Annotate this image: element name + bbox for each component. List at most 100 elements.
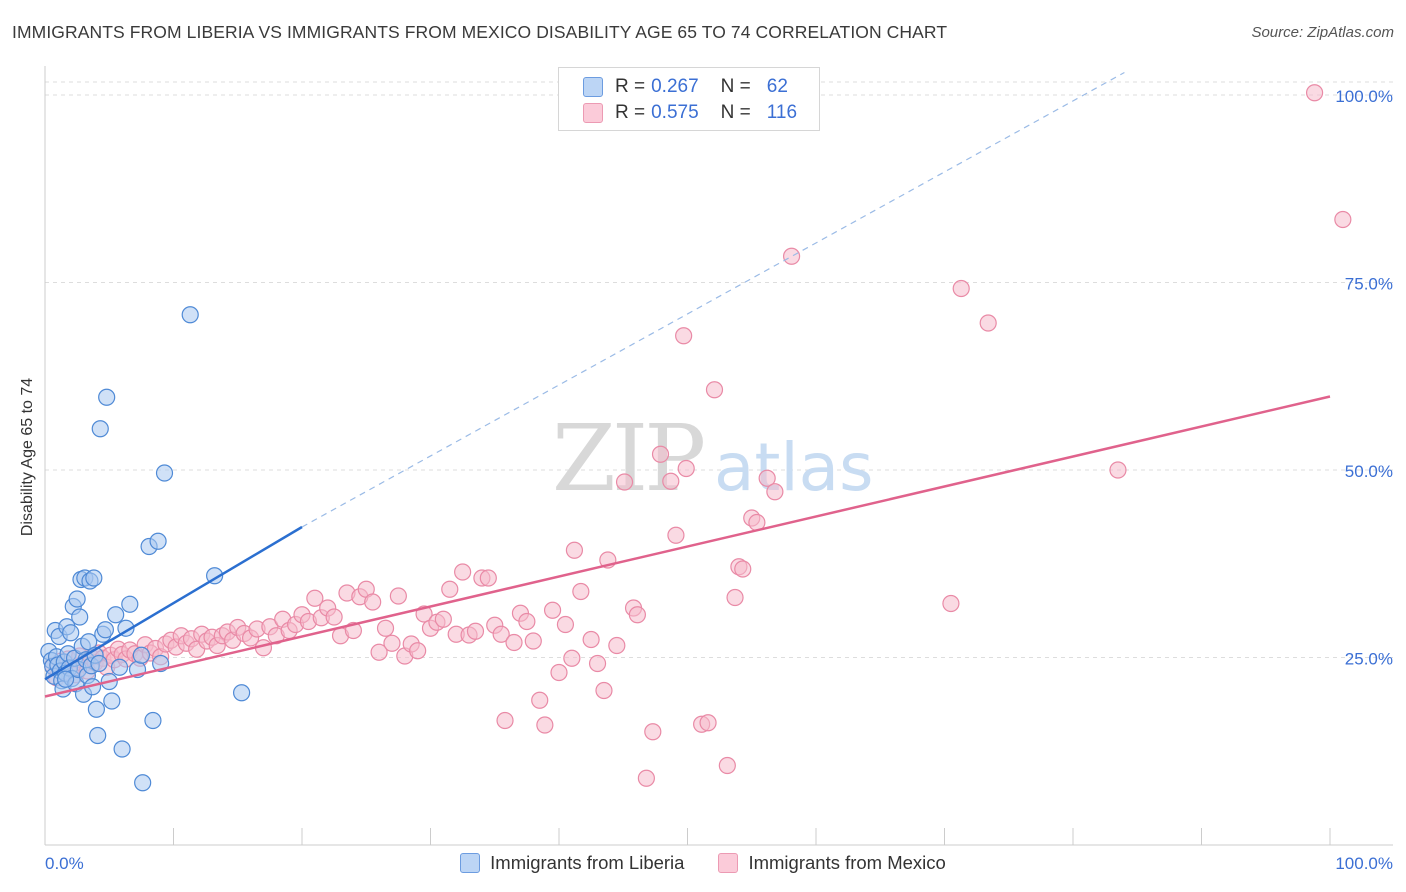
axes [44,66,1393,846]
n-value: 62 [766,76,788,97]
tick-labels: 25.0% 50.0% 75.0% 100.0% 0.0% 100.0% [45,87,1393,873]
mexico-points [44,84,1352,787]
mexico-point [306,589,324,607]
liberia-point [134,774,152,792]
r-value: 0.575 [651,102,699,123]
series-legend: Immigrants from Liberia Immigrants from … [0,852,1406,874]
mexico-point [563,649,581,667]
y-tick-label: 25.0% [1345,650,1393,669]
liberia-point [149,532,167,550]
mexico-point [325,608,343,626]
mexico-point [376,619,395,637]
legend-row-mexico: R = 0.575 N = 116 [583,101,797,125]
n-label: N = [720,76,751,97]
mexico-point [496,711,514,730]
mexico-point [409,642,427,660]
source-credit: Source: ZipAtlas.com [1251,24,1394,41]
n-label: N = [720,102,751,123]
mexico-point [364,593,382,611]
mexico-point [383,634,401,652]
liberia-point [181,306,199,324]
mexico-point [628,606,646,624]
watermark-atlas: atlas [714,429,874,506]
liberia-point [96,621,114,639]
liberia-point [107,606,125,624]
mexico-point [588,654,607,673]
liberia-swatch [460,853,481,873]
liberia-point [113,740,131,758]
mexico-point [782,247,801,265]
mexico-point [651,445,670,463]
x-tick-label: 100.0% [1335,854,1393,873]
mexico-point [766,483,784,501]
mexico-point [492,625,510,643]
legend-label-mexico: Immigrants from Mexico [748,852,946,873]
liberia-point [62,624,80,642]
legend-item-mexico[interactable]: Immigrants from Mexico [718,852,946,874]
legend-row-liberia: R = 0.267 N = 62 [583,75,788,99]
liberia-trend-extension [301,71,1125,528]
y-tick-label: 50.0% [1345,462,1393,481]
mexico-point [389,587,407,605]
mexico-point [608,636,626,655]
mexico-point [979,314,997,332]
mexico-point [531,691,549,709]
trendlines [44,71,1331,698]
mexico-trendline [44,395,1331,698]
liberia-point [103,692,121,710]
mexico-point [454,563,472,581]
mexico-point [1305,84,1324,102]
mexico-point [479,569,497,587]
mexico-point [434,610,452,628]
mexico-point [758,469,776,487]
liberia-point [68,590,86,608]
mexico-point [677,459,695,478]
legend-label-liberia: Immigrants from Liberia [490,852,685,873]
gridlines [45,81,1393,658]
liberia-point [56,670,75,688]
mexico-point [705,381,724,399]
mexico-point [1334,210,1352,229]
mexico-point [572,582,590,601]
r-label: R = [615,76,646,97]
mexico-point [942,594,960,613]
mexico-point [662,472,680,490]
mexico-swatch [718,853,739,873]
mexico-point [726,588,744,607]
mexico-point [505,633,523,652]
mexico-point [582,630,600,649]
mexico-point [615,473,634,491]
mexico-point [370,643,388,661]
mexico-point [675,327,693,345]
mexico-point [667,526,685,544]
liberia-points [40,306,251,792]
liberia-point [89,726,107,745]
mexico-point [699,714,717,732]
mexico-point [637,769,655,787]
mexico-swatch [583,103,603,123]
correlation-legend: R = 0.267 N = 62 R = 0.575 N = 116 [558,67,820,131]
mexico-point [718,756,736,775]
mexico-point [524,632,542,650]
mexico-point [518,612,536,631]
r-label: R = [615,102,646,123]
liberia-point [91,420,109,438]
n-value: 116 [766,102,798,123]
mexico-point [550,663,568,682]
liberia-point [233,684,251,702]
mexico-point [565,541,584,559]
mexico-point [1109,461,1127,479]
liberia-point [110,658,129,676]
mexico-point [543,601,562,619]
liberia-swatch [583,77,603,97]
mexico-point [441,580,459,598]
legend-item-liberia[interactable]: Immigrants from Liberia [460,852,684,874]
liberia-point [155,464,174,482]
liberia-point [85,569,103,587]
mexico-point [595,681,613,700]
liberia-point [90,654,108,673]
x-tick-label: 0.0% [45,854,84,873]
mexico-point [536,716,554,734]
mexico-point [556,615,575,634]
